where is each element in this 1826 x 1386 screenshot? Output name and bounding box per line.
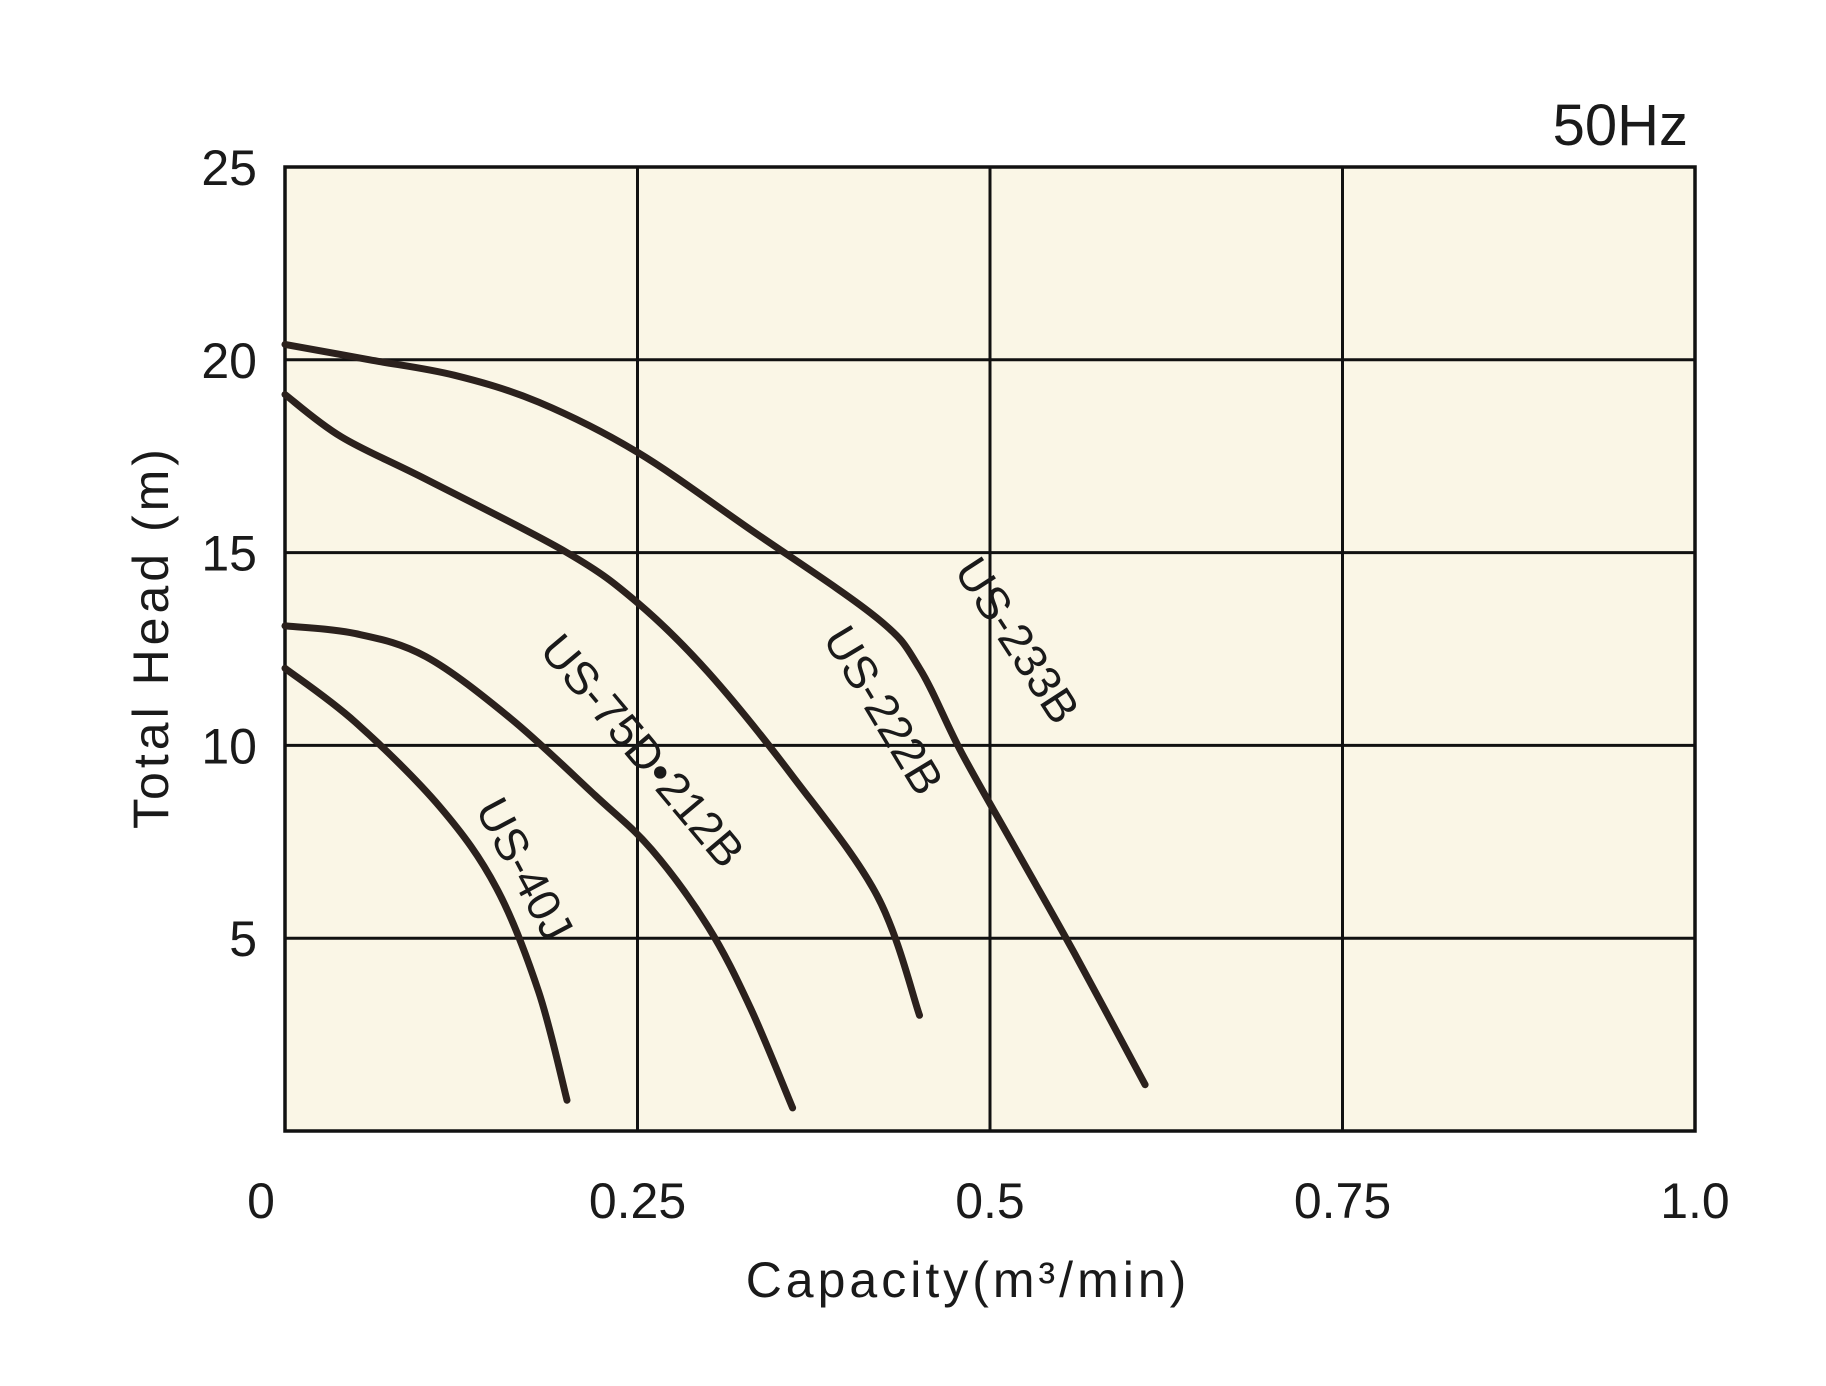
x-tick-label: 0.75 — [1294, 1173, 1391, 1229]
x-tick-label: 0 — [247, 1173, 275, 1229]
y-tick-label: 10 — [201, 718, 257, 774]
y-tick-labels: 5 10 15 20 25 — [201, 140, 257, 967]
y-axis-title: Total Head (m) — [123, 445, 179, 829]
y-tick-label: 25 — [201, 140, 257, 196]
x-tick-label: 0.25 — [589, 1173, 686, 1229]
x-tick-label: 0.5 — [955, 1173, 1025, 1229]
pump-curves — [281, 340, 1149, 1112]
x-tick-label: 1.0 — [1660, 1173, 1730, 1229]
curve-us-40j — [281, 664, 571, 1104]
curve-us-222b — [281, 391, 923, 1019]
x-axis-title: Capacity(m³/min) — [746, 1252, 1191, 1308]
grid-lines — [285, 167, 1695, 1131]
frequency-label: 50Hz — [1553, 93, 1688, 158]
curve-us-233b — [281, 340, 1149, 1089]
curve-us-75d-212b — [281, 622, 797, 1112]
y-tick-label: 5 — [229, 911, 257, 967]
y-tick-label: 20 — [201, 333, 257, 389]
y-tick-label: 15 — [201, 526, 257, 582]
x-tick-labels: 0 0.25 0.5 0.75 1.0 — [247, 1173, 1730, 1229]
